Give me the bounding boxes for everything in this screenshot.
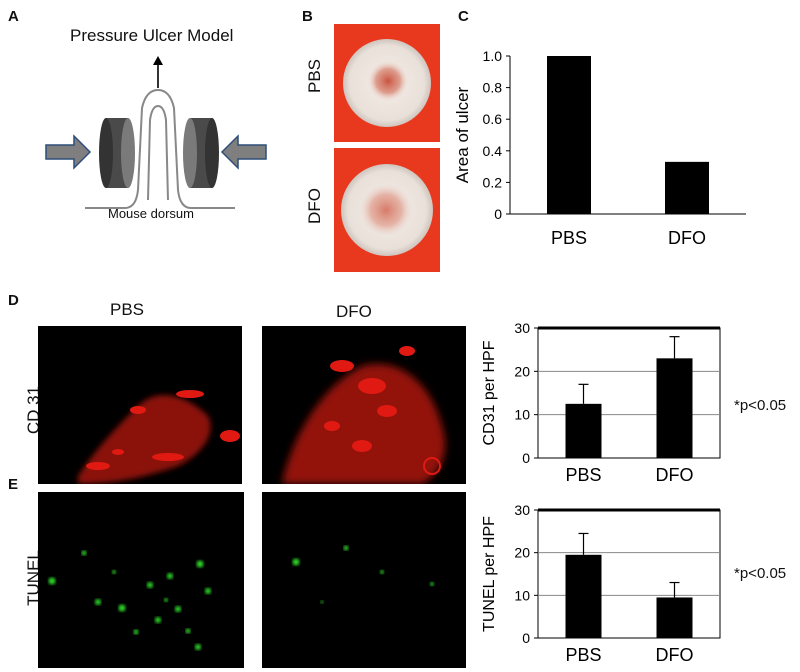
- y-axis-label: TUNEL per HPF: [481, 516, 498, 632]
- bar-pbs: [565, 403, 602, 458]
- apoptotic-cell: [164, 598, 168, 602]
- apoptotic-cell: [167, 573, 173, 579]
- y-tick-label: 10: [514, 407, 530, 423]
- apoptotic-cell: [81, 550, 87, 556]
- skin-fold-outline: [85, 88, 235, 209]
- cd31-bar-chart: 0 10 20 30 PBS DFO CD31 per HPF: [481, 320, 721, 484]
- panel-e-stat-label: *p<0.05: [734, 565, 787, 582]
- x-tick-label: PBS: [565, 645, 601, 665]
- x-tick-label: DFO: [656, 465, 694, 484]
- x-tick-label: DFO: [668, 228, 706, 248]
- apoptotic-cell: [112, 570, 116, 574]
- apoptotic-cell: [118, 604, 126, 612]
- apoptotic-cell: [292, 558, 300, 566]
- y-tick-label: 30: [514, 502, 530, 518]
- left-force-arrow-icon: [45, 134, 92, 170]
- micrograph-cd31-pbs: [38, 326, 242, 484]
- pressure-ulcer-diagram: [45, 56, 267, 209]
- apoptotic-cell: [48, 577, 56, 585]
- apoptotic-cell: [380, 570, 384, 574]
- y-tick-label: 0.4: [483, 143, 503, 159]
- y-axis-label: CD31 per HPF: [481, 340, 498, 445]
- micrograph-tunel-dfo: [262, 492, 466, 668]
- bar-dfo: [665, 161, 709, 214]
- ulcer-area-bar-chart: 0 0.2 0.4 0.6 0.8 1.0 PBS DFO Area of ulcer: [453, 48, 746, 248]
- y-tick-label: 10: [514, 587, 530, 603]
- panel-a-title: Pressure Ulcer Model: [70, 26, 234, 45]
- y-tick-label: 0.6: [483, 111, 503, 127]
- apoptotic-cell: [205, 588, 211, 594]
- panel-letter-e: E: [8, 476, 19, 493]
- y-tick-label: 1.0: [483, 48, 503, 64]
- panel-b-row-label-pbs: PBS: [305, 58, 324, 94]
- ulcer-photo-pbs: [334, 24, 440, 142]
- panel-d-stat-label: *p<0.05: [734, 397, 787, 414]
- y-tick-label: 20: [514, 545, 530, 561]
- y-tick-label: 0: [522, 450, 530, 466]
- micrograph-tunel-pbs: [38, 492, 244, 668]
- panel-letter-b: B: [302, 8, 313, 25]
- apoptotic-cell: [133, 629, 139, 635]
- apoptotic-cell: [155, 617, 161, 623]
- apoptotic-cell: [196, 560, 204, 568]
- x-tick-label: PBS: [565, 465, 601, 484]
- y-tick-label: 20: [514, 363, 530, 379]
- y-tick-label: 0: [494, 206, 502, 222]
- panel-d-col-label-pbs: PBS: [110, 300, 145, 319]
- apoptotic-cell: [175, 606, 181, 612]
- right-magnet-icon: [183, 118, 219, 188]
- panel-b-row-label-dfo: DFO: [305, 188, 324, 224]
- plot-frame: [537, 327, 721, 459]
- y-tick-label: 0: [522, 630, 530, 646]
- left-magnet-icon: [99, 118, 135, 188]
- bar-dfo: [656, 358, 693, 458]
- tunel-bar-chart: 0 10 20 30 PBS DFO TUNEL per HPF: [481, 502, 721, 665]
- micrograph-cd31-dfo: [262, 326, 466, 484]
- apoptotic-cell: [195, 644, 201, 650]
- plot-frame: [537, 509, 721, 639]
- apoptotic-cell: [185, 628, 191, 634]
- x-tick-label: DFO: [656, 645, 694, 665]
- bar-pbs: [565, 554, 602, 638]
- y-tick-label: 0.8: [483, 80, 503, 96]
- apoptotic-cell: [147, 582, 153, 588]
- y-tick-label: 30: [514, 320, 530, 336]
- panel-d-col-label-dfo: DFO: [336, 302, 372, 321]
- apoptotic-cell: [320, 600, 324, 604]
- panel-letter-c: C: [458, 8, 469, 25]
- apoptotic-cell: [95, 599, 101, 605]
- panel-letter-a: A: [8, 8, 19, 25]
- panel-letter-d: D: [8, 292, 19, 309]
- apoptotic-cell: [343, 545, 349, 551]
- right-force-arrow-icon: [220, 134, 267, 170]
- x-tick-label: PBS: [551, 228, 587, 248]
- ulcer-photo-dfo: [334, 148, 440, 272]
- bar-pbs: [547, 56, 591, 214]
- y-axis-label: Area of ulcer: [453, 86, 472, 183]
- y-tick-label: 0.2: [483, 174, 503, 190]
- panel-a-caption: Mouse dorsum: [108, 206, 194, 221]
- apoptotic-cell: [430, 582, 434, 586]
- bar-dfo: [656, 597, 693, 638]
